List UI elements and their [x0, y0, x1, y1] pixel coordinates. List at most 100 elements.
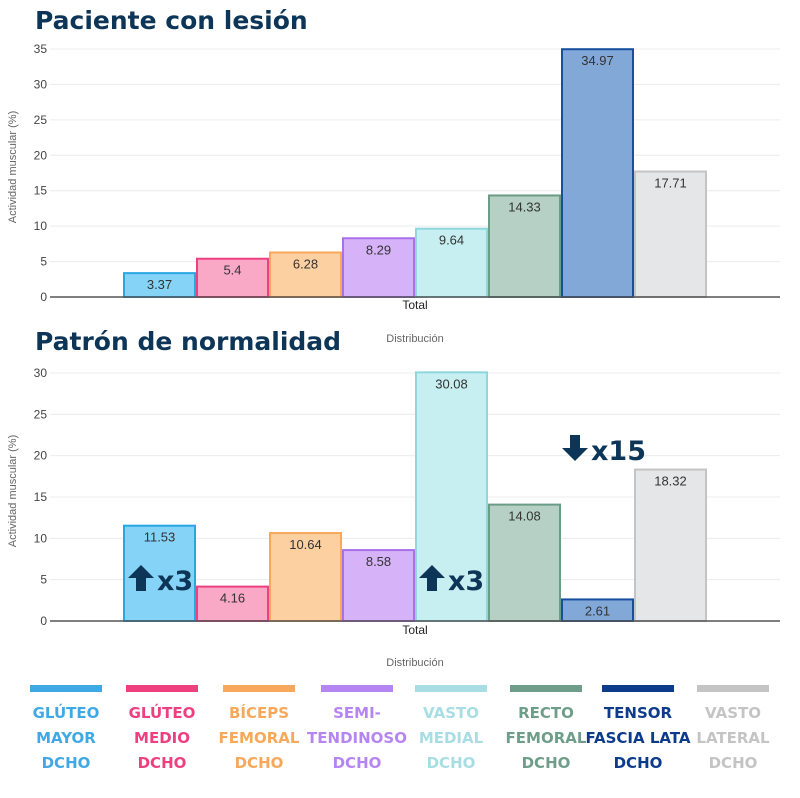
y-tick-label: 25: [34, 113, 48, 127]
legend-label: BÍCEPS: [229, 703, 289, 722]
legend-label: FEMORAL: [506, 729, 587, 747]
bar[interactable]: [561, 48, 634, 298]
y-axis-title: Actividad muscular (%): [7, 435, 19, 547]
bar[interactable]: [269, 532, 342, 622]
data-label: 11.53: [144, 530, 176, 545]
x-category-label: Total: [402, 298, 427, 312]
bar[interactable]: [488, 194, 561, 298]
arrow-down-icon: [562, 435, 588, 461]
legend-label: VASTO: [423, 704, 479, 722]
legend-label: DCHO: [138, 754, 187, 772]
legend-label: LATERAL: [696, 729, 770, 747]
legend-swatch: [697, 685, 769, 692]
chart-title: Patrón de normalidad: [35, 327, 341, 356]
data-label: 18.32: [654, 474, 687, 489]
legend-label: FEMORAL: [219, 729, 300, 747]
x-axis-title: Distribución: [386, 657, 443, 669]
data-label: 14.33: [508, 199, 541, 214]
chart-injured-patient: Paciente con lesión Actividad muscular (…: [7, 6, 780, 345]
data-label: 17.71: [654, 176, 687, 191]
y-tick-label: 30: [34, 366, 48, 380]
data-label: 5.4: [223, 263, 241, 278]
y-tick-label: 0: [40, 290, 47, 304]
legend-label: RECTO: [518, 704, 574, 722]
legend-label: SEMI-: [333, 704, 381, 722]
annotation-text: x3: [157, 566, 193, 597]
legend-label: MEDIO: [134, 729, 190, 747]
data-label: 30.08: [435, 376, 468, 391]
y-axis-title: Actividad muscular (%): [7, 111, 19, 223]
legend: GLÚTEO MAYOR DCHO GLÚTEO MEDIO DCHO BÍCEPS FEMO…: [30, 685, 770, 772]
legend-label: TENDINOSO: [307, 729, 407, 747]
legend-label: MEDIAL: [419, 729, 484, 747]
data-label: 14.08: [508, 509, 541, 524]
annotation-text: x3: [448, 566, 484, 597]
legend-item[interactable]: TENSOR FASCIA LATA DCHO: [585, 685, 691, 772]
legend-label: GLÚTEO: [129, 703, 196, 722]
chart-normal-pattern: Patrón de normalidad Actividad muscular …: [7, 327, 780, 669]
legend-swatch: [321, 685, 393, 692]
y-tick-label: 30: [34, 77, 48, 91]
legend-item[interactable]: SEMI- TENDINOSO DCHO: [307, 685, 407, 772]
legend-label: DCHO: [614, 754, 663, 772]
legend-label: DCHO: [522, 754, 571, 772]
data-label: 2.61: [585, 603, 610, 618]
y-tick-label: 20: [34, 148, 48, 162]
legend-label: DCHO: [42, 754, 91, 772]
data-label: 6.28: [293, 257, 318, 272]
data-label: 4.16: [220, 591, 245, 606]
legend-item[interactable]: VASTO MEDIAL DCHO: [415, 685, 487, 772]
annotation: x15: [562, 435, 646, 467]
y-tick-label: 5: [40, 255, 47, 269]
legend-label: TENSOR: [604, 704, 673, 722]
legend-swatch: [30, 685, 102, 692]
legend-label: DCHO: [235, 754, 284, 772]
y-tick-label: 35: [34, 42, 48, 56]
legend-item[interactable]: VASTO LATERAL DCHO: [696, 685, 770, 772]
data-label: 8.29: [366, 242, 391, 257]
legend-swatch: [223, 685, 295, 692]
legend-swatch: [602, 685, 674, 692]
legend-item[interactable]: BÍCEPS FEMORAL DCHO: [219, 685, 300, 772]
y-tick-label: 25: [34, 407, 48, 421]
bar[interactable]: [196, 257, 269, 299]
y-tick-label: 15: [34, 184, 48, 198]
y-tick-label: 15: [34, 490, 48, 504]
legend-swatch: [126, 685, 198, 692]
y-tick-label: 10: [34, 531, 48, 545]
legend-label: DCHO: [709, 754, 758, 772]
bar[interactable]: [415, 227, 488, 298]
y-tick-label: 0: [40, 614, 47, 628]
legend-item[interactable]: GLÚTEO MEDIO DCHO: [126, 685, 198, 772]
data-label: 9.64: [439, 233, 464, 248]
legend-label: DCHO: [333, 754, 382, 772]
bar[interactable]: [634, 468, 707, 622]
bar[interactable]: [488, 503, 561, 623]
x-axis-title: Distribución: [386, 333, 443, 345]
legend-label: GLÚTEO: [33, 703, 100, 722]
x-category-label: Total: [402, 623, 427, 637]
legend-item[interactable]: GLÚTEO MAYOR DCHO: [30, 685, 102, 772]
bar[interactable]: [196, 585, 269, 622]
chart-title: Paciente con lesión: [35, 6, 308, 35]
y-tick-label: 10: [34, 219, 48, 233]
bar[interactable]: [634, 170, 707, 298]
legend-swatch: [510, 685, 582, 692]
legend-label: DCHO: [427, 754, 476, 772]
bar[interactable]: [269, 251, 342, 298]
y-tick-label: 20: [34, 449, 48, 463]
legend-swatch: [415, 685, 487, 692]
legend-item[interactable]: RECTO FEMORAL DCHO: [506, 685, 587, 772]
data-label: 8.58: [366, 554, 391, 569]
annotation: x3: [419, 565, 484, 597]
annotation-text: x15: [591, 436, 646, 467]
legend-label: VASTO: [705, 704, 761, 722]
arrow-up-icon: [419, 565, 445, 591]
annotation: x3: [128, 565, 193, 597]
data-label: 10.64: [289, 537, 322, 552]
y-tick-label: 5: [40, 573, 47, 587]
legend-label: MAYOR: [36, 729, 96, 747]
data-label: 3.37: [147, 277, 172, 292]
arrow-up-icon: [128, 565, 154, 591]
